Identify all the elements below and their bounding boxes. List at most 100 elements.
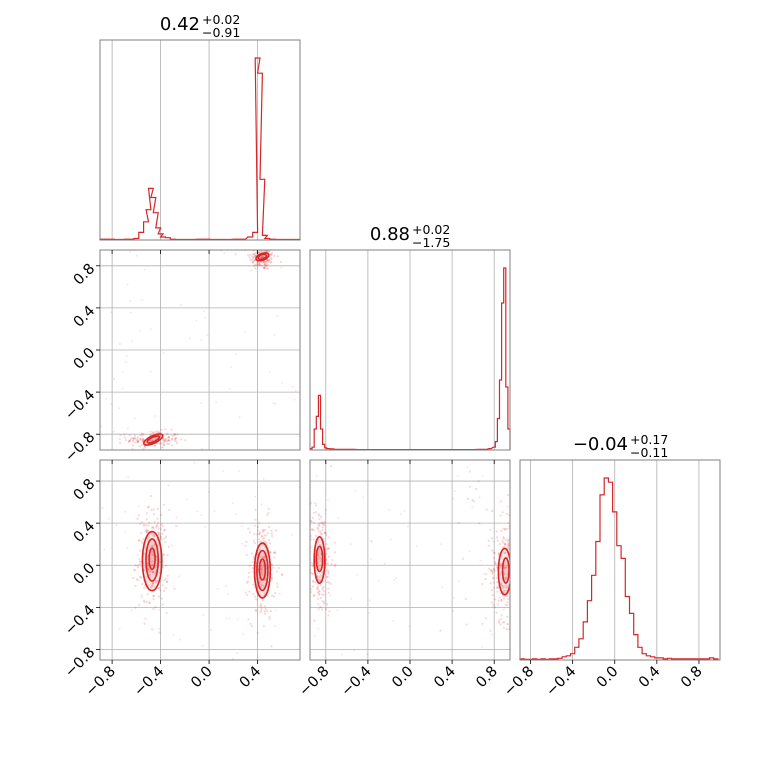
sample-point bbox=[270, 251, 274, 255]
sample-point bbox=[492, 576, 495, 579]
sample-point bbox=[158, 560, 161, 564]
sample-point bbox=[262, 537, 265, 540]
sample-point bbox=[130, 340, 133, 343]
sample-point bbox=[318, 549, 321, 552]
sample-point bbox=[252, 253, 255, 256]
sample-point bbox=[162, 553, 165, 556]
ytick-label-2-0: −0.8 bbox=[62, 645, 98, 681]
xtick-label-1-1: −0.4 bbox=[339, 664, 375, 700]
sample-point bbox=[118, 627, 121, 630]
sample-point bbox=[260, 256, 263, 259]
sample-point bbox=[505, 566, 508, 569]
sample-point bbox=[163, 589, 166, 593]
sample-point bbox=[270, 247, 272, 249]
sample-point bbox=[268, 259, 271, 262]
sample-point bbox=[510, 595, 512, 597]
sample-point bbox=[265, 264, 268, 267]
sample-point bbox=[266, 514, 269, 517]
sample-point bbox=[266, 259, 269, 262]
sample-point bbox=[262, 529, 265, 532]
sample-point bbox=[262, 255, 265, 258]
sample-point bbox=[173, 433, 177, 436]
sample-point bbox=[270, 564, 273, 567]
sample-point bbox=[311, 516, 314, 519]
sample-point bbox=[319, 560, 322, 563]
sample-point bbox=[150, 508, 153, 511]
sample-point bbox=[517, 548, 519, 550]
sample-point bbox=[259, 250, 263, 253]
sample-point bbox=[477, 480, 480, 483]
sample-point bbox=[274, 592, 277, 595]
sample-point bbox=[468, 550, 471, 553]
sample-point bbox=[125, 360, 128, 363]
sample-point bbox=[132, 456, 134, 458]
sample-point bbox=[223, 252, 226, 255]
sample-point bbox=[260, 503, 263, 506]
sample-point bbox=[166, 432, 169, 435]
sample-point bbox=[324, 512, 327, 515]
sample-point bbox=[314, 502, 317, 505]
sample-point bbox=[229, 387, 232, 390]
sample-point bbox=[318, 555, 321, 558]
sample-point bbox=[142, 438, 145, 441]
sample-point bbox=[163, 537, 166, 540]
sample-point bbox=[138, 539, 141, 542]
sample-point bbox=[162, 438, 165, 441]
sample-point bbox=[328, 581, 331, 584]
sample-point bbox=[150, 584, 154, 587]
sample-point bbox=[258, 263, 262, 267]
sample-point bbox=[132, 568, 136, 572]
sample-point bbox=[503, 542, 506, 545]
sample-point bbox=[247, 580, 250, 583]
sample-point bbox=[140, 539, 143, 543]
sample-point bbox=[254, 518, 257, 521]
samples-0-1 bbox=[100, 247, 297, 458]
sample-point bbox=[503, 566, 506, 569]
sample-point bbox=[159, 535, 162, 538]
sample-point bbox=[475, 488, 478, 491]
sample-point bbox=[487, 405, 489, 407]
sample-point bbox=[496, 587, 499, 590]
sample-point bbox=[152, 608, 155, 611]
sample-point bbox=[491, 570, 494, 573]
sample-point bbox=[154, 566, 158, 569]
sample-point bbox=[245, 540, 248, 544]
sample-point bbox=[327, 498, 329, 501]
xtick-label-2-0: −0.8 bbox=[501, 663, 537, 699]
sample-point bbox=[259, 555, 262, 558]
sample-point bbox=[312, 521, 315, 524]
sample-point bbox=[260, 569, 263, 572]
sample-point bbox=[245, 553, 248, 556]
sample-point bbox=[506, 623, 509, 625]
sample-point bbox=[155, 525, 158, 529]
sample-point bbox=[269, 551, 272, 554]
sample-point bbox=[138, 562, 141, 565]
sample-point bbox=[131, 609, 133, 612]
sample-point bbox=[257, 251, 261, 254]
sample-point bbox=[262, 477, 265, 480]
sample-point bbox=[491, 549, 494, 552]
sample-point bbox=[165, 437, 168, 441]
sample-point bbox=[268, 250, 271, 253]
sample-point bbox=[248, 590, 251, 593]
sample-point bbox=[259, 604, 262, 607]
sample-point bbox=[152, 570, 155, 574]
contour-02-4 bbox=[256, 549, 269, 592]
sample-point bbox=[171, 434, 174, 437]
sample-point bbox=[317, 627, 320, 630]
sample-point bbox=[319, 597, 323, 600]
sample-point bbox=[243, 331, 246, 333]
sample-point bbox=[489, 629, 492, 632]
sample-point bbox=[174, 437, 178, 440]
sample-point bbox=[175, 525, 178, 528]
sample-point bbox=[265, 534, 268, 537]
sample-point bbox=[159, 589, 162, 592]
sample-point bbox=[318, 592, 321, 596]
sample-point bbox=[318, 590, 321, 593]
sample-point bbox=[125, 355, 128, 358]
sample-point bbox=[322, 602, 326, 605]
sample-point bbox=[151, 553, 154, 556]
sample-point bbox=[263, 267, 266, 270]
sample-point bbox=[274, 551, 277, 555]
sample-point bbox=[271, 535, 274, 538]
